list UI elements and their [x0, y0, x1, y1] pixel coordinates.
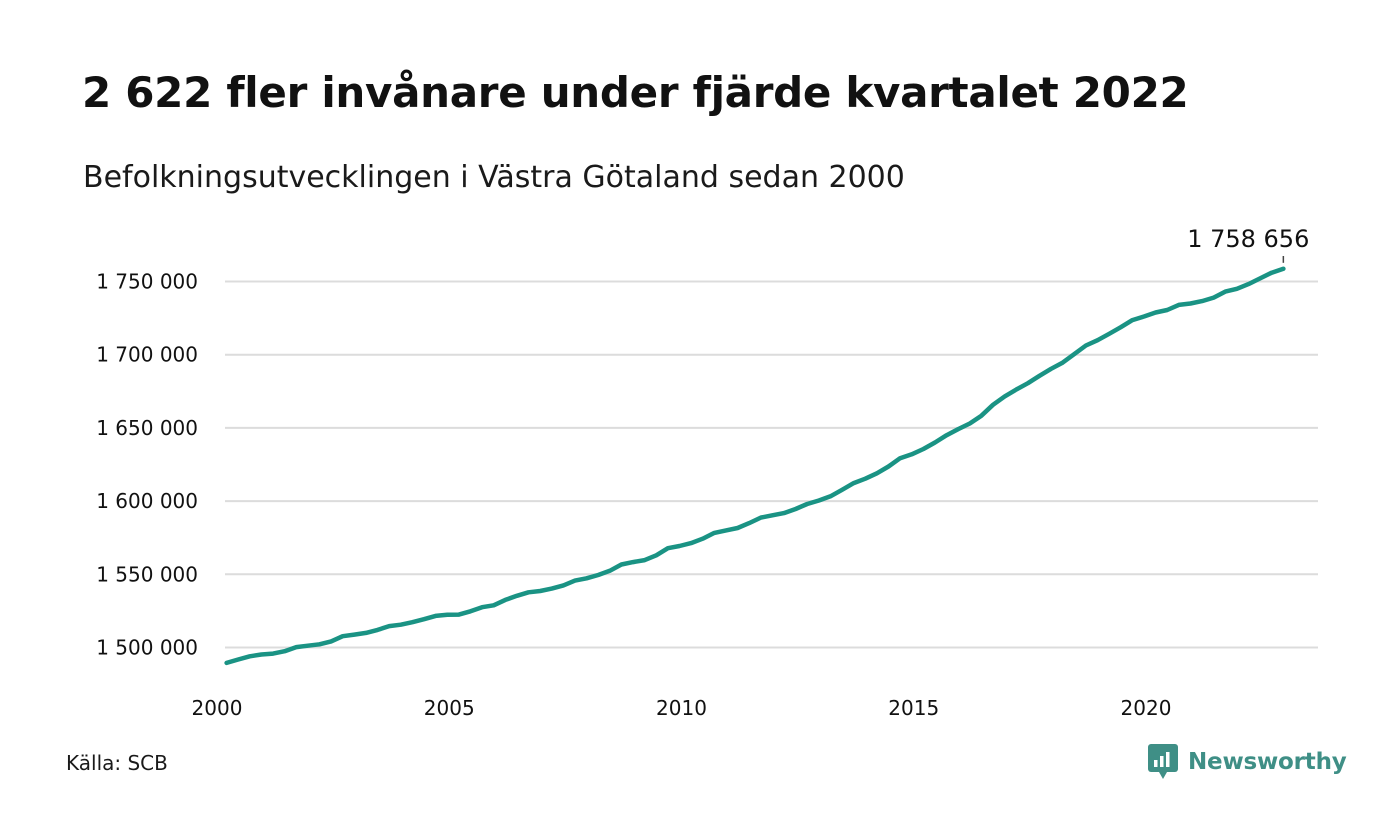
series-layer — [224, 266, 1286, 666]
end-value-label: 1 758 656 — [1187, 225, 1309, 253]
brand-logo: Newsworthy — [1148, 744, 1347, 780]
x-tick-label: 2010 — [656, 696, 707, 720]
x-tick-label: 2020 — [1121, 696, 1172, 720]
y-axis-tick-labels: 1 500 000 1 550 000 1 600 000 1 650 000 1 70… — [96, 270, 198, 660]
y-tick-label: 1 600 000 — [96, 489, 198, 513]
y-tick-label: 1 550 000 — [96, 562, 198, 586]
y-tick-label: 1 650 000 — [96, 416, 198, 440]
x-tick-label: 2005 — [424, 696, 475, 720]
x-tick-label: 2015 — [888, 696, 939, 720]
brand-name: Newsworthy — [1188, 749, 1347, 775]
x-tick-label: 2000 — [192, 696, 243, 720]
annotations: 1 758 656 — [1187, 225, 1309, 263]
chart-subtitle: Befolkningsutvecklingen i Västra Götalan… — [83, 160, 905, 195]
series-line — [224, 266, 1286, 666]
x-axis-tick-labels: 2000 2005 2010 2015 2020 — [192, 696, 1172, 720]
source-note: Källa: SCB — [66, 751, 168, 775]
y-tick-label: 1 750 000 — [96, 270, 198, 294]
chart-speech-bubble-icon — [1148, 744, 1178, 779]
gridlines — [225, 280, 1318, 649]
y-tick-label: 1 500 000 — [96, 636, 198, 660]
y-tick-label: 1 700 000 — [96, 343, 198, 367]
chart-title: 2 622 fler invånare under fjärde kvartal… — [82, 68, 1189, 117]
